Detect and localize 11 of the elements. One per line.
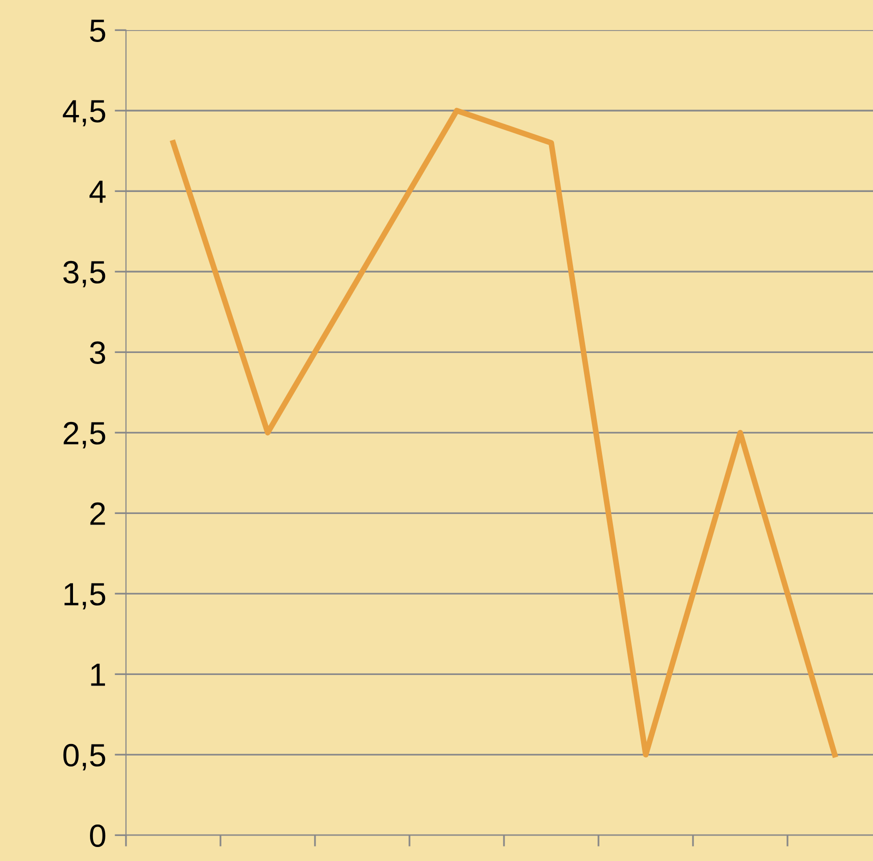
y-tick-label: 2,5 (64, 422, 106, 448)
y-tick-label: 1 (91, 664, 105, 686)
y-tick-label: 2 (90, 502, 105, 525)
y-tick-label: 1,5 (64, 583, 106, 610)
y-tick-label: 5 (90, 20, 106, 42)
y-tick-label: 3,5 (63, 260, 106, 288)
y-tick-label: 4,5 (62, 100, 106, 126)
y-tick-label: 0 (90, 824, 106, 848)
y-tick-label: 4 (90, 180, 106, 203)
y-tick-label: 0,5 (63, 744, 106, 770)
y-tick-label: 3 (90, 341, 106, 364)
